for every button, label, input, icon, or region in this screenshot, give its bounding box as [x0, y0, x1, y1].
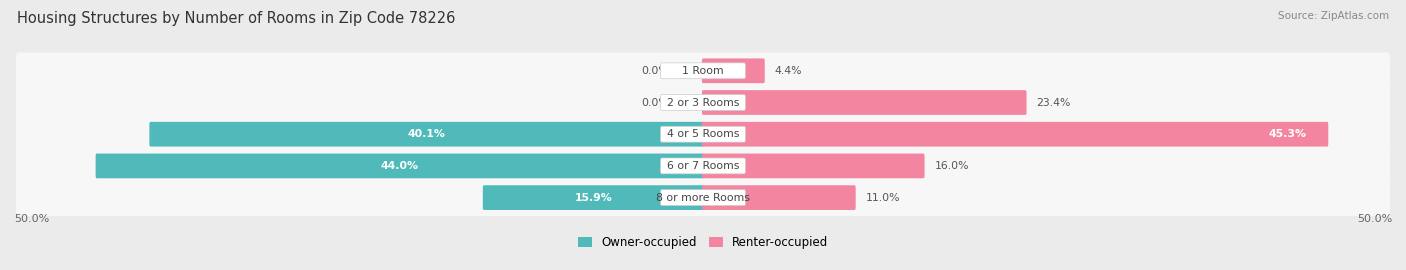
FancyBboxPatch shape — [702, 154, 925, 178]
Text: 0.0%: 0.0% — [641, 97, 669, 107]
Text: 4 or 5 Rooms: 4 or 5 Rooms — [666, 129, 740, 139]
Text: 40.1%: 40.1% — [408, 129, 446, 139]
Text: 16.0%: 16.0% — [935, 161, 969, 171]
FancyBboxPatch shape — [15, 116, 1391, 153]
FancyBboxPatch shape — [149, 122, 704, 147]
FancyBboxPatch shape — [702, 122, 1329, 147]
Text: 8 or more Rooms: 8 or more Rooms — [657, 193, 749, 202]
Text: 0.0%: 0.0% — [641, 66, 669, 76]
Text: 6 or 7 Rooms: 6 or 7 Rooms — [666, 161, 740, 171]
FancyBboxPatch shape — [482, 185, 704, 210]
FancyBboxPatch shape — [661, 63, 745, 79]
Text: 23.4%: 23.4% — [1036, 97, 1071, 107]
Text: 11.0%: 11.0% — [866, 193, 900, 202]
FancyBboxPatch shape — [661, 190, 745, 205]
Text: 2 or 3 Rooms: 2 or 3 Rooms — [666, 97, 740, 107]
FancyBboxPatch shape — [15, 179, 1391, 216]
FancyBboxPatch shape — [15, 84, 1391, 121]
Text: 44.0%: 44.0% — [381, 161, 419, 171]
FancyBboxPatch shape — [96, 154, 704, 178]
FancyBboxPatch shape — [661, 126, 745, 142]
FancyBboxPatch shape — [15, 147, 1391, 184]
Text: 45.3%: 45.3% — [1268, 129, 1306, 139]
FancyBboxPatch shape — [702, 58, 765, 83]
Text: Housing Structures by Number of Rooms in Zip Code 78226: Housing Structures by Number of Rooms in… — [17, 11, 456, 26]
FancyBboxPatch shape — [661, 94, 745, 110]
FancyBboxPatch shape — [15, 52, 1391, 89]
FancyBboxPatch shape — [702, 90, 1026, 115]
Legend: Owner-occupied, Renter-occupied: Owner-occupied, Renter-occupied — [572, 231, 834, 254]
Text: 1 Room: 1 Room — [682, 66, 724, 76]
Text: Source: ZipAtlas.com: Source: ZipAtlas.com — [1278, 11, 1389, 21]
Text: 50.0%: 50.0% — [14, 214, 49, 224]
FancyBboxPatch shape — [702, 185, 856, 210]
FancyBboxPatch shape — [661, 158, 745, 174]
Text: 50.0%: 50.0% — [1357, 214, 1392, 224]
Text: 15.9%: 15.9% — [575, 193, 613, 202]
Text: 4.4%: 4.4% — [775, 66, 803, 76]
